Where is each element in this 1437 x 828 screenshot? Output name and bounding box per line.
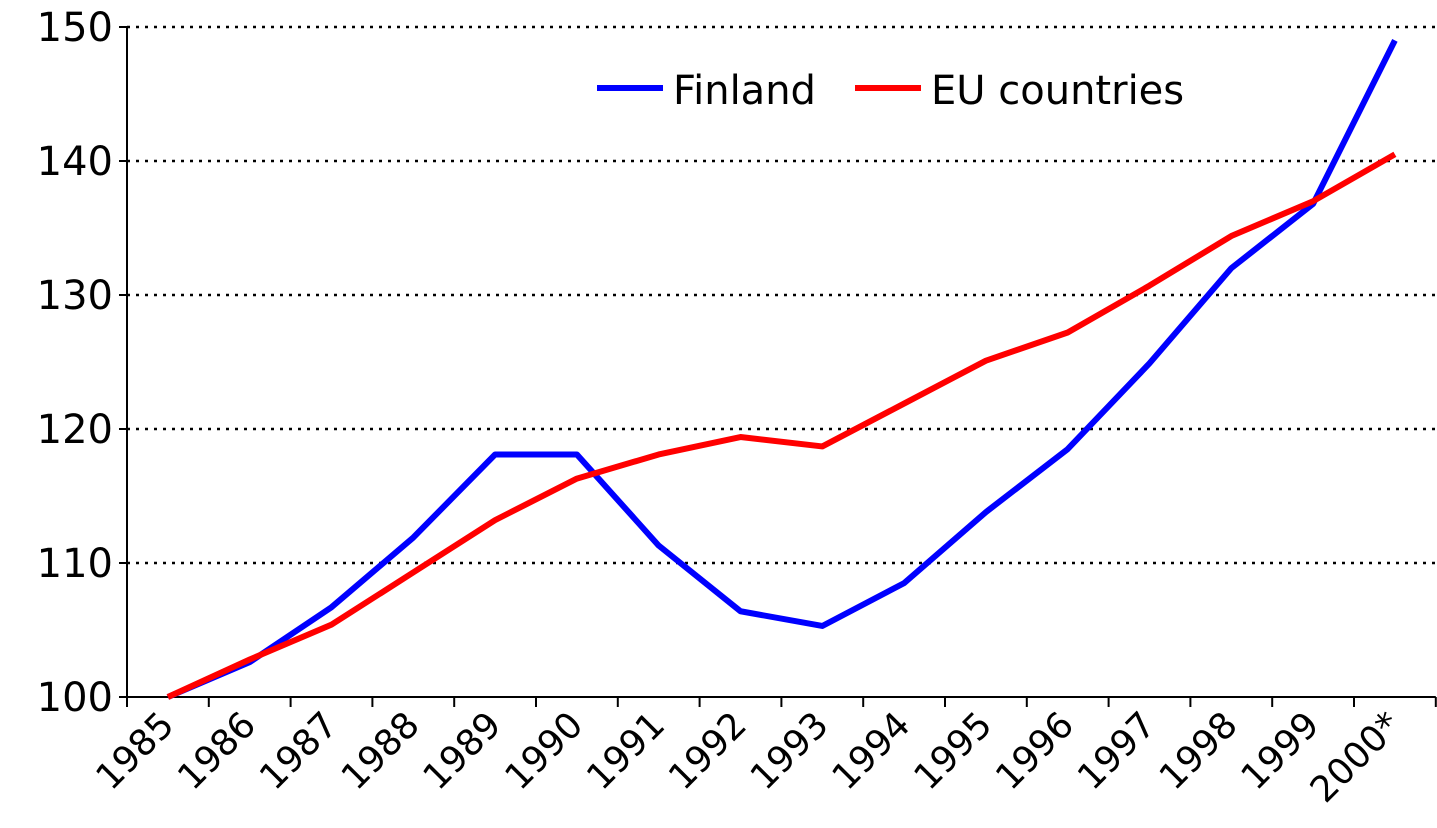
x-tick-label: 1992 [661, 704, 755, 798]
x-tick-label: 1995 [906, 704, 1000, 798]
x-tick-label: 1990 [497, 704, 591, 798]
series-line [166, 39, 1398, 700]
x-tick-label: 1989 [416, 704, 510, 798]
series-line [166, 151, 1397, 700]
x-tick-label: 2000* [1303, 704, 1410, 811]
x-tick-label: 1988 [334, 704, 428, 798]
y-tick-label: 110 [37, 541, 113, 587]
y-tick-label: 150 [37, 5, 113, 51]
y-tick-label: 140 [37, 139, 113, 185]
x-tick-label: 1994 [825, 704, 919, 798]
x-tick-label: 1997 [1070, 704, 1164, 798]
x-tick-label: 1998 [1152, 704, 1246, 798]
x-tick-label: 1996 [988, 704, 1082, 798]
x-tick-label: 1987 [252, 704, 346, 798]
legend-label: EU countries [931, 68, 1184, 114]
x-tick-label: 1991 [579, 704, 673, 798]
legend-label: Finland [673, 68, 816, 114]
x-tick-label: 1993 [743, 704, 837, 798]
y-tick-label: 100 [37, 675, 113, 721]
y-tick-label: 130 [37, 273, 113, 319]
y-tick-label: 120 [37, 407, 113, 453]
x-tick-label: 1986 [170, 704, 264, 798]
